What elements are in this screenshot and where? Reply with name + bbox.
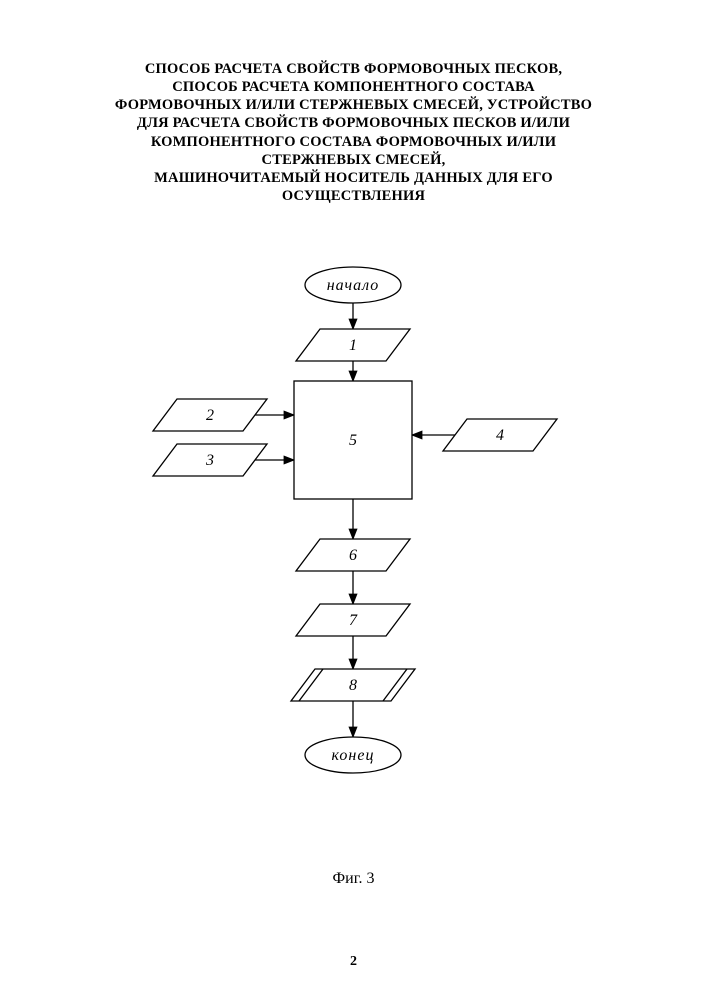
svg-text:6: 6 [349, 547, 357, 564]
svg-text:4: 4 [496, 427, 504, 444]
svg-text:начало: начало [327, 277, 380, 294]
svg-text:3: 3 [205, 452, 214, 469]
title-line: СТЕРЖНЕВЫХ СМЕСЕЙ, [60, 151, 647, 169]
flowchart-svg: начало 1 2 3 4 5 6 7 8 конец [0, 260, 707, 820]
page: СПОСОБ РАСЧЕТА СВОЙСТВ ФОРМОВОЧНЫХ ПЕСКО… [0, 0, 707, 1000]
title-line: ДЛЯ РАСЧЕТА СВОЙСТВ ФОРМОВОЧНЫХ ПЕСКОВ И… [60, 114, 647, 132]
svg-text:5: 5 [349, 432, 357, 449]
svg-text:1: 1 [349, 337, 357, 354]
svg-text:8: 8 [349, 677, 357, 694]
title-line: КОМПОНЕНТНОГО СОСТАВА ФОРМОВОЧНЫХ И/ИЛИ [60, 133, 647, 151]
title-line: СПОСОБ РАСЧЕТА СВОЙСТВ ФОРМОВОЧНЫХ ПЕСКО… [60, 60, 647, 78]
title-line: МАШИНОЧИТАЕМЫЙ НОСИТЕЛЬ ДАННЫХ ДЛЯ ЕГО [60, 169, 647, 187]
document-title: СПОСОБ РАСЧЕТА СВОЙСТВ ФОРМОВОЧНЫХ ПЕСКО… [60, 60, 647, 205]
title-line: СПОСОБ РАСЧЕТА КОМПОНЕНТНОГО СОСТАВА [60, 78, 647, 96]
title-line: ФОРМОВОЧНЫХ И/ИЛИ СТЕРЖНЕВЫХ СМЕСЕЙ, УСТ… [60, 96, 647, 114]
svg-text:2: 2 [206, 407, 214, 424]
svg-text:7: 7 [349, 612, 358, 629]
page-number: 2 [0, 954, 707, 970]
figure-caption: Фиг. 3 [0, 870, 707, 888]
title-line: ОСУЩЕСТВЛЕНИЯ [60, 187, 647, 205]
svg-text:конец: конец [332, 747, 375, 764]
flowchart: начало 1 2 3 4 5 6 7 8 конец [0, 260, 707, 860]
